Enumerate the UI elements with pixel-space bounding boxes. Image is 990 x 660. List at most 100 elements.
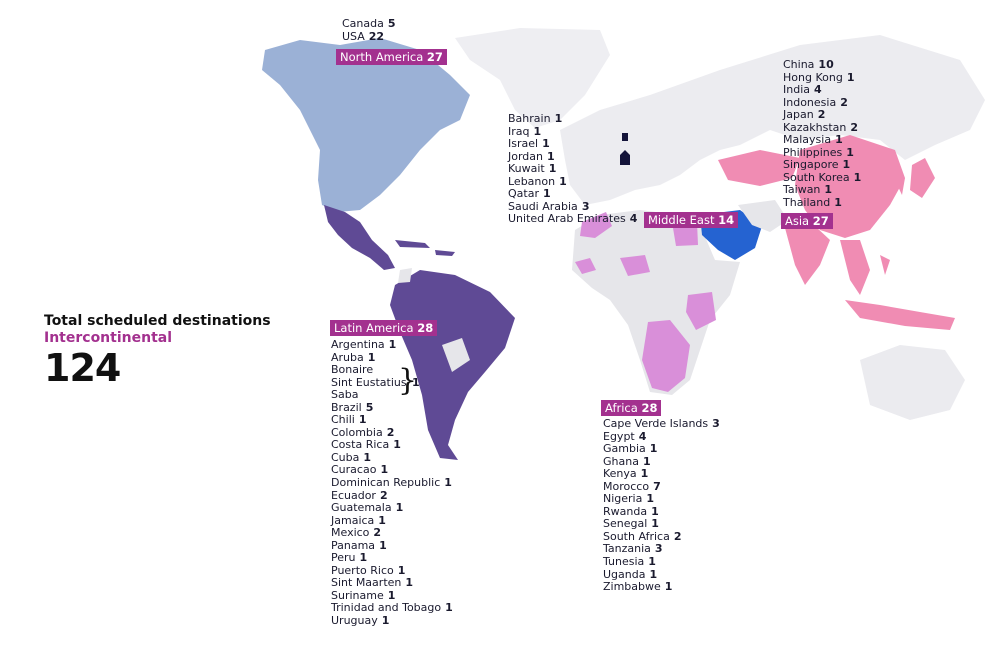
country-row: Cuba 1: [331, 450, 453, 465]
country-count: 1: [378, 513, 386, 527]
country-row: Gambia 1: [603, 442, 720, 456]
country-name: Egypt: [603, 429, 635, 443]
country-count: 1: [651, 517, 659, 531]
country-row: Peru 1: [331, 552, 453, 565]
country-count: 1: [649, 567, 658, 581]
totals-block: Total scheduled destinations Intercontin…: [44, 313, 271, 388]
country-name: Rwanda: [603, 504, 648, 518]
totals-subtitle: Intercontinental: [44, 330, 173, 346]
country-count: 5: [365, 400, 374, 414]
country-row: Taiwan 1: [783, 184, 861, 197]
country-row: Rwanda 1: [603, 504, 720, 519]
region-total: 27: [426, 50, 443, 64]
bes-brace: }: [398, 363, 418, 398]
africa-list: Cape Verde Islands 3 Egypt 4 Gambia 1 Ghana 1 Ke…: [603, 417, 720, 594]
country-row: India 4: [783, 83, 861, 97]
morocco-shape: [580, 212, 612, 238]
country-count: 1: [393, 438, 401, 452]
country-count: 1: [853, 170, 862, 184]
country-row: Thailand 1: [783, 196, 861, 210]
region-total: 14: [718, 213, 735, 227]
north-america-shape: [262, 38, 470, 212]
country-count: 4: [638, 429, 647, 443]
country-name: Indonesia: [783, 95, 837, 109]
country-name: Tunesia: [603, 555, 645, 569]
region-label-africa: Africa 28: [601, 400, 662, 416]
country-row: Uruguay 1: [331, 614, 453, 628]
country-name: Jordan: [508, 149, 543, 163]
country-count: 3: [581, 199, 590, 213]
country-name: Kenya: [603, 467, 637, 481]
country-name: Ecuador: [331, 488, 376, 502]
country-name: Dominican Republic: [331, 476, 441, 490]
country-count: 1: [363, 450, 372, 464]
country-count: 3: [654, 542, 663, 556]
country-name: Jamaica: [331, 513, 375, 527]
country-name: Philippines: [783, 145, 843, 159]
country-row: South Africa 2: [603, 529, 720, 544]
country-row: Hong Kong 1: [783, 70, 861, 85]
eurasia-shape: [560, 35, 985, 205]
asia-list: China 10 Hong Kong 1 India 4 Indonesia 2 Japan 2 K…: [783, 58, 862, 210]
country-name: Puerto Rico: [331, 563, 394, 577]
country-count: 10: [818, 58, 834, 71]
country-count: 1: [381, 614, 390, 628]
region-label-asia: Asia 27: [781, 213, 833, 229]
region-name: Asia: [785, 214, 810, 228]
country-name: Guatemala: [331, 501, 392, 515]
country-count: 1: [835, 133, 843, 147]
region-name: Middle East: [648, 213, 715, 227]
country-row: Singapore 1: [783, 159, 861, 172]
country-name: Israel: [508, 137, 539, 151]
country-count: 1: [648, 555, 656, 569]
country-name: Panama: [331, 538, 376, 552]
country-name: Brazil: [331, 400, 362, 414]
country-row: Senegal 1: [603, 518, 720, 531]
country-name: Taiwan: [783, 183, 821, 197]
country-row: Tunesia 1: [603, 555, 720, 569]
southern-africa-shape: [642, 320, 690, 392]
country-count: 1: [548, 162, 557, 176]
country-name: Cape Verde Islands: [603, 417, 709, 430]
country-name: Gambia: [603, 442, 646, 456]
country-name: USA: [342, 29, 365, 43]
country-name: Nigeria: [603, 492, 643, 506]
country-count: 1: [379, 538, 387, 552]
country-count: 22: [368, 29, 385, 43]
country-row: Bahrain 1: [508, 112, 637, 126]
country-name: Mexico: [331, 526, 370, 540]
middle-east-list: Bahrain 1 Iraq 1 Israel 1 Jordan 1 Kuwait 1 Lebano…: [508, 112, 637, 226]
country-row: Indonesia 2: [783, 95, 861, 110]
country-row: Dominican Republic 1: [331, 476, 453, 490]
country-row: Mexico 2: [331, 526, 453, 540]
country-row: Costa Rica 1: [331, 439, 453, 452]
country-row: Jordan 1: [508, 149, 637, 164]
country-row: Ecuador 2: [331, 488, 453, 503]
mexico-central-shape: [324, 205, 395, 270]
country-name: South Korea: [783, 170, 850, 184]
country-row: USA 22: [342, 29, 396, 44]
country-count: 1: [651, 504, 659, 518]
country-count: 4: [629, 212, 638, 226]
country-row: Morocco 7: [603, 479, 720, 494]
country-name: South Africa: [603, 529, 670, 543]
country-row: Brazil 5: [331, 400, 453, 415]
country-count: 7: [653, 479, 661, 493]
country-name: Hong Kong: [783, 70, 843, 84]
country-row: Israel 1: [508, 137, 637, 151]
country-row: Iraq 1: [508, 125, 637, 139]
country-name: Uruguay: [331, 614, 378, 628]
country-row: United Arab Emirates 4: [508, 213, 637, 226]
country-count: 1: [380, 463, 389, 477]
australia-shape: [860, 345, 965, 420]
country-count: 2: [386, 425, 395, 439]
country-count: 2: [817, 108, 826, 122]
country-count: 1: [547, 149, 555, 163]
country-name: Kuwait: [508, 162, 545, 176]
country-name: Japan: [783, 108, 814, 122]
country-count: 1: [834, 196, 842, 210]
region-label-latin-america: Latin America 28: [330, 320, 438, 336]
west-africa-shape: [575, 255, 650, 276]
country-row: Zimbabwe 1: [603, 580, 720, 594]
